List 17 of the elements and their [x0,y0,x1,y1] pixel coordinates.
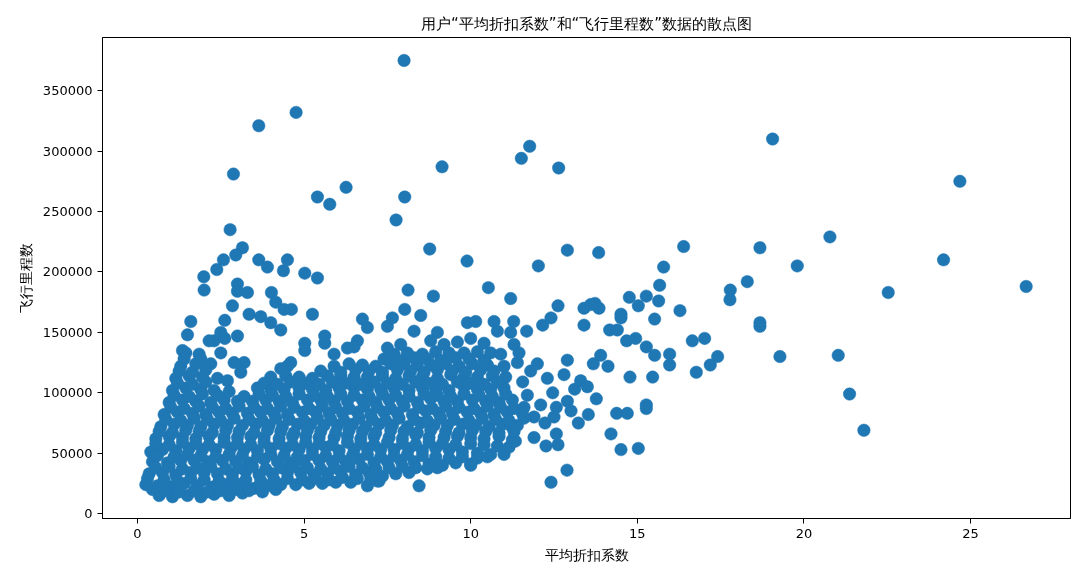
y-tick-label: 50000 [51,445,93,461]
y-tick-label: 0 [84,506,93,522]
chart-title: 用户“平均折扣系数”和“飞行里程数”数据的散点图 [420,14,753,33]
x-axis-title: 平均折扣系数 [544,546,629,563]
x-tick-label: 10 [462,525,479,541]
y-tick-label: 250000 [42,204,93,220]
x-tick-label: 5 [299,525,309,541]
y-tick-label: 300000 [42,143,93,159]
y-axis-title: 飞行里程数 [17,243,34,313]
x-tick-label: 25 [962,525,979,541]
y-tick-label: 100000 [42,385,93,401]
y-tick-label: 150000 [42,324,93,340]
y-tick-label: 200000 [42,264,93,280]
y-tick-label: 350000 [42,83,93,99]
x-tick-label: 0 [133,525,142,541]
x-tick-label: 20 [795,525,813,541]
x-tick-label: 15 [629,525,646,541]
